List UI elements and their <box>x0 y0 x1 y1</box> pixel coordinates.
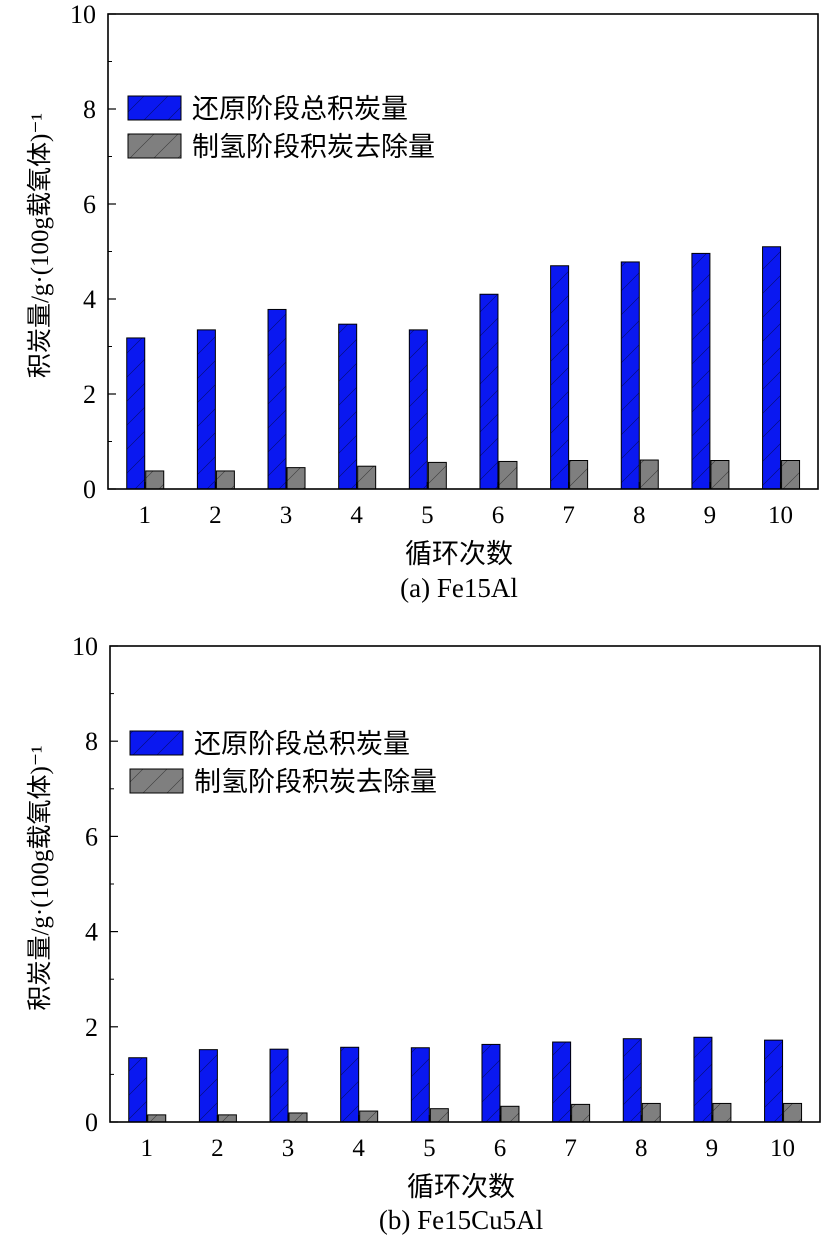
panel-caption: (b) Fe15Cu5Al <box>379 1205 543 1235</box>
bar-reduction-4 <box>340 1046 360 1123</box>
y-tick-label: 6 <box>83 190 96 219</box>
bar-reduction-5 <box>408 329 428 490</box>
chart-panel-b: 1 2 3 4 5 6 7 8 9 10 0 2 4 6 8 10 积炭量/g·(100g载氧体)⁻¹ 循环次数(… <box>26 632 821 1235</box>
legend-label-hydrogen: 制氢阶段积炭去除量 <box>194 767 437 797</box>
bar-hydrogen-5 <box>427 461 447 490</box>
bar-reduction-10 <box>762 246 782 490</box>
x-tick-label: 6 <box>494 1135 507 1162</box>
y-tick-label: 6 <box>85 822 98 851</box>
bar-hydrogen-7 <box>569 460 589 490</box>
bar-hydrogen-2 <box>217 1114 237 1123</box>
bar-reduction-7 <box>552 1041 572 1123</box>
bar-hydrogen-10 <box>781 460 801 490</box>
x-tick-label: 2 <box>209 502 222 529</box>
bar-hydrogen-10 <box>783 1102 803 1123</box>
y-axis-label: 积炭量/g·(100g载氧体)⁻¹ <box>26 113 54 378</box>
x-tick-label: 4 <box>352 1135 365 1162</box>
chart-panel-a: 1 2 3 4 5 6 7 8 9 10 0 2 4 6 8 10 积炭量/g·(100g载氧体)⁻¹ 循环次数 (… <box>26 0 819 603</box>
bar-reduction-3 <box>269 1048 289 1123</box>
legend-swatch-reduction <box>129 730 184 756</box>
x-tick-label: 4 <box>350 502 363 529</box>
y-tick-label: 4 <box>85 918 98 947</box>
bar-hydrogen-3 <box>286 467 306 490</box>
y-tick-label: 10 <box>72 632 98 661</box>
y-tick-label: 10 <box>70 0 96 29</box>
y-tick-label: 2 <box>83 380 96 409</box>
y-tick-label: 8 <box>85 727 98 756</box>
bar-hydrogen-4 <box>357 465 377 490</box>
bar-reduction-7 <box>550 265 570 490</box>
legend-label-hydrogen: 制氢阶段积炭去除量 <box>192 132 435 162</box>
bar-reduction-8 <box>620 261 640 490</box>
x-tick-label: 2 <box>211 1135 224 1162</box>
x-tick-label: 3 <box>280 502 293 529</box>
legend-label-reduction: 还原阶段总积炭量 <box>192 94 408 124</box>
x-tick-label: 1 <box>140 1135 153 1162</box>
bar-reduction-2 <box>198 1049 218 1123</box>
bar-hydrogen-8 <box>639 459 659 490</box>
bar-reduction-6 <box>481 1043 501 1123</box>
bar-hydrogen-5 <box>429 1108 449 1123</box>
bar-hydrogen-6 <box>500 1105 520 1123</box>
x-tick-label: 5 <box>421 502 434 529</box>
bar-hydrogen-1 <box>145 470 165 490</box>
bar-hydrogen-4 <box>359 1110 379 1123</box>
legend-swatch-hydrogen <box>127 133 182 159</box>
x-axis-label: 循环次数 <box>407 1172 515 1202</box>
bar-reduction-3 <box>267 308 287 490</box>
bar-reduction-1 <box>126 337 146 490</box>
bar-reduction-10 <box>764 1039 784 1123</box>
x-tick-label: 1 <box>138 502 151 529</box>
x-axis-label: 循环次数 <box>405 539 513 569</box>
bar-reduction-8 <box>622 1038 642 1123</box>
y-tick-label: 0 <box>83 475 96 504</box>
bar-hydrogen-8 <box>641 1102 661 1123</box>
bar-hydrogen-9 <box>712 1102 732 1123</box>
y-tick-label: 2 <box>85 1013 98 1042</box>
legend-swatch-hydrogen <box>129 768 184 794</box>
bar-hydrogen-2 <box>215 470 235 490</box>
legend-label-reduction: 还原阶段总积炭量 <box>194 729 410 759</box>
x-tick-label: 7 <box>564 1135 577 1162</box>
x-tick-label: 7 <box>562 502 575 529</box>
x-tick-label: 6 <box>492 502 505 529</box>
y-tick-label: 4 <box>83 285 96 314</box>
panel-caption: (a) Fe15Al <box>400 573 518 603</box>
y-axis-label: 积炭量/g·(100g载氧体)⁻¹ <box>26 745 54 1010</box>
x-tick-label: 5 <box>423 1135 436 1162</box>
bar-reduction-9 <box>691 252 711 490</box>
bar-reduction-4 <box>338 323 358 490</box>
y-tick-label: 8 <box>83 95 96 124</box>
bar-hydrogen-9 <box>710 460 730 490</box>
x-tick-label: 10 <box>768 502 793 529</box>
bar-reduction-6 <box>479 293 499 490</box>
bar-hydrogen-6 <box>498 460 518 490</box>
bar-reduction-9 <box>693 1036 713 1123</box>
bar-reduction-5 <box>410 1047 430 1123</box>
bar-hydrogen-7 <box>571 1103 591 1123</box>
y-tick-label: 0 <box>85 1108 98 1137</box>
bar-reduction-2 <box>196 329 216 490</box>
bar-hydrogen-3 <box>288 1112 308 1123</box>
bar-hydrogen-1 <box>147 1114 167 1123</box>
bar-reduction-1 <box>128 1057 148 1123</box>
x-tick-label: 8 <box>633 502 646 529</box>
x-tick-label: 8 <box>635 1135 648 1162</box>
x-tick-label: 9 <box>704 502 717 529</box>
legend-swatch-reduction <box>127 95 182 121</box>
x-tick-label: 10 <box>770 1135 795 1162</box>
x-tick-label: 3 <box>282 1135 295 1162</box>
x-tick-label: 9 <box>706 1135 719 1162</box>
